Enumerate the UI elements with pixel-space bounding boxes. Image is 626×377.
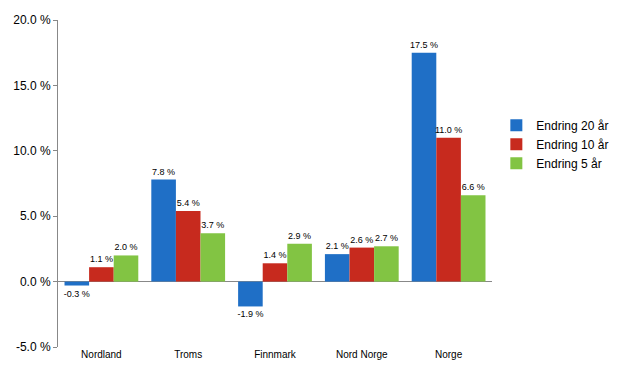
svg-text:15.0 %: 15.0 % bbox=[13, 79, 51, 93]
svg-text:Finnmark: Finnmark bbox=[254, 349, 297, 360]
svg-text:2.6 %: 2.6 % bbox=[350, 235, 373, 245]
svg-text:11.0 %: 11.0 % bbox=[435, 125, 462, 135]
svg-text:Endring 10 år: Endring 10 år bbox=[536, 138, 608, 152]
svg-text:10.0 %: 10.0 % bbox=[13, 144, 51, 158]
svg-text:-1.9 %: -1.9 % bbox=[237, 309, 263, 319]
svg-text:Nord Norge: Nord Norge bbox=[336, 349, 388, 360]
svg-text:2.7 %: 2.7 % bbox=[375, 233, 398, 243]
svg-text:20.0 %: 20.0 % bbox=[13, 13, 51, 27]
svg-text:Endring 20 år: Endring 20 år bbox=[536, 119, 608, 133]
svg-text:-0.3 %: -0.3 % bbox=[64, 289, 90, 299]
svg-text:1.1 %: 1.1 % bbox=[90, 254, 113, 264]
svg-text:Norge: Norge bbox=[435, 349, 463, 360]
svg-text:0.0 %: 0.0 % bbox=[20, 275, 51, 289]
svg-text:-5.0 %: -5.0 % bbox=[16, 340, 51, 354]
svg-text:6.6 %: 6.6 % bbox=[462, 182, 485, 192]
svg-text:2.0 %: 2.0 % bbox=[114, 242, 137, 252]
svg-text:3.7 %: 3.7 % bbox=[201, 220, 224, 230]
svg-text:1.4 %: 1.4 % bbox=[263, 250, 286, 260]
svg-text:2.1 %: 2.1 % bbox=[326, 241, 349, 251]
svg-text:7.8 %: 7.8 % bbox=[152, 167, 175, 177]
svg-text:5.0 %: 5.0 % bbox=[20, 209, 51, 223]
svg-text:Endring 5 år: Endring 5 år bbox=[536, 157, 601, 171]
svg-text:Troms: Troms bbox=[174, 349, 202, 360]
svg-text:2.9 %: 2.9 % bbox=[288, 231, 311, 241]
svg-text:Nordland: Nordland bbox=[81, 349, 122, 360]
svg-text:5.4 %: 5.4 % bbox=[177, 198, 200, 208]
svg-text:17.5 %: 17.5 % bbox=[410, 40, 438, 50]
